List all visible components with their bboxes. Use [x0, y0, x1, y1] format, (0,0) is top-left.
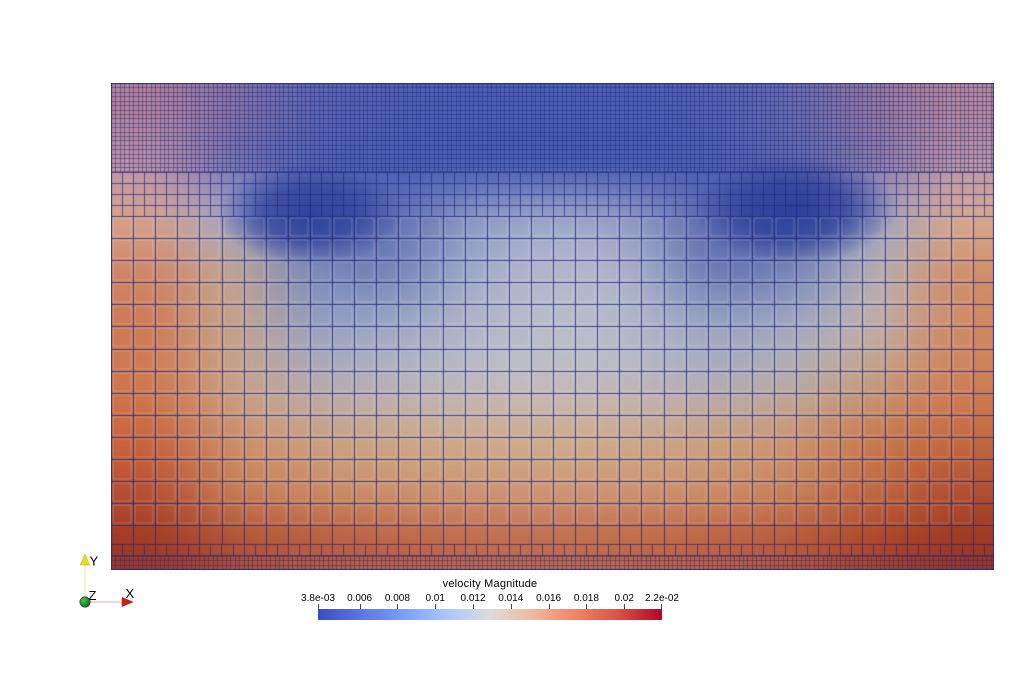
colorbar-tick-mark — [435, 604, 437, 610]
x-axis-arrow-icon — [121, 597, 134, 607]
colorbar-tick-label: 3.8e-03 — [301, 593, 335, 604]
colorbar-tick-mark — [397, 604, 399, 610]
colorbar-tick-labels: 3.8e-03 0.006 0.008 0.01 0.012 0.014 0.016 0.01… — [301, 593, 679, 605]
x-axis-label: X — [126, 586, 135, 601]
colorbar-tick-label: 0.008 — [384, 593, 410, 604]
colorbar-tick-mark — [359, 604, 361, 610]
colorbar-tick-label: 0.018 — [573, 593, 599, 604]
colorbar-tick-mark — [318, 604, 319, 610]
orientation-axes-widget: Y Z X — [79, 553, 135, 608]
colorbar-tick-mark — [586, 604, 588, 610]
colorbar-tick-label: 0.02 — [614, 593, 634, 604]
z-axis-label: Z — [89, 588, 97, 603]
y-axis-arrow-icon — [79, 553, 91, 566]
colorbar-tick-label: 0.014 — [498, 593, 524, 604]
colorbar[interactable]: velocity Magnitude 3.8e-03 0.006 0.008 0.01… — [301, 578, 679, 621]
colorbar-tick-label: 0.012 — [460, 593, 486, 604]
colorbar-title: velocity Magnitude — [442, 578, 538, 590]
origin-sphere-icon — [79, 596, 91, 608]
colorbar-tick-label: 0.01 — [425, 593, 445, 604]
render-viewport-canvas[interactable] — [111, 83, 994, 570]
colorbar-tick-mark — [624, 604, 626, 610]
colorbar-gradient-bar[interactable] — [318, 609, 662, 620]
colorbar-tick-label: 0.016 — [536, 593, 562, 604]
colorbar-tick-label: 2.2e-02 — [645, 593, 679, 604]
colorbar-tick-mark — [661, 604, 662, 610]
colorbar-tick-marks — [318, 604, 662, 610]
y-axis-label: Y — [90, 554, 99, 569]
colorbar-tick-mark — [510, 604, 512, 610]
colorbar-tick-mark — [548, 604, 550, 610]
colorbar-tick-label: 0.006 — [347, 593, 373, 604]
colorbar-tick-mark — [473, 604, 474, 610]
